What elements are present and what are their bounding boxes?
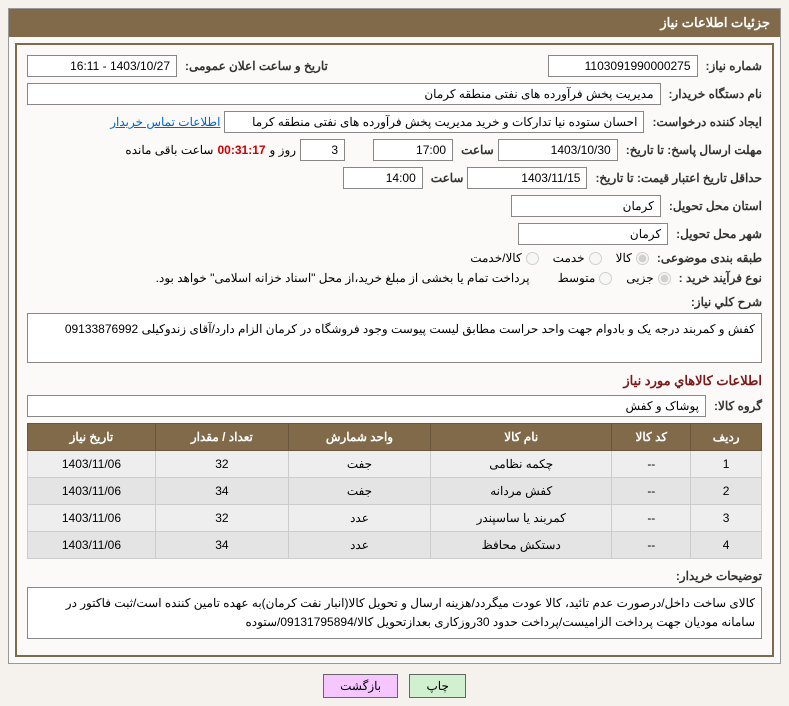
province-label: استان محل تحویل: (669, 199, 762, 213)
requester-label: ایجاد کننده درخواست: (652, 115, 762, 129)
validity-date-field: 1403/11/15 (467, 167, 587, 189)
reply-time-field: 17:00 (373, 139, 453, 161)
table-cell: چکمه نظامی (431, 451, 612, 478)
purchase-type-label: نوع فرآیند خرید : (679, 271, 762, 285)
reply-date-field: 1403/10/30 (498, 139, 618, 161)
details-panel: جزئیات اطلاعات نیاز شماره نیاز: 11030919… (8, 8, 781, 664)
need-no-field: 1103091990000275 (548, 55, 698, 77)
radio-cat-1[interactable]: خدمت (553, 251, 602, 265)
days-label: روز و (270, 143, 297, 157)
table-cell: کفش مردانه (431, 478, 612, 505)
table-row: 1--چکمه نظامیجفت321403/11/06 (28, 451, 762, 478)
city-label: شهر محل تحویل: (676, 227, 762, 241)
category-label: طبقه بندی موضوعی: (657, 251, 762, 265)
buyer-org-label: نام دستگاه خریدار: (669, 87, 763, 101)
table-header: نام کالا (431, 424, 612, 451)
desc-field: کفش و کمربند درجه یک و بادوام جهت واحد ح… (27, 313, 762, 363)
table-cell: جفت (288, 478, 430, 505)
radio-cat-2[interactable]: کالا/خدمت (470, 251, 538, 265)
table-row: 3--کمربند یا ساسپندرعدد321403/11/06 (28, 505, 762, 532)
table-row: 2--کفش مردانهجفت341403/11/06 (28, 478, 762, 505)
table-cell: 34 (155, 478, 288, 505)
table-cell: 1 (691, 451, 762, 478)
radio-pur-0[interactable]: جزیی (626, 271, 670, 285)
need-no-label: شماره نیاز: (706, 59, 762, 73)
table-cell: 1403/11/06 (28, 532, 156, 559)
announce-date-label: تاریخ و ساعت اعلان عمومی: (185, 59, 328, 73)
remain-label: ساعت باقی مانده (125, 143, 213, 157)
panel-title: جزئیات اطلاعات نیاز (9, 9, 780, 37)
city-field: کرمان (518, 223, 668, 245)
table-cell: 3 (691, 505, 762, 532)
table-cell: 4 (691, 532, 762, 559)
items-section-title: اطلاعات کالاهاي مورد نياز (27, 373, 762, 389)
category-radio-group: کالا خدمت کالا/خدمت (470, 251, 649, 265)
items-table: ردیفکد کالانام کالاواحد شمارشتعداد / مقد… (27, 423, 762, 559)
table-cell: عدد (288, 532, 430, 559)
table-cell: دستکش محافظ (431, 532, 612, 559)
contact-link[interactable]: اطلاعات تماس خریدار (110, 115, 220, 129)
back-button[interactable]: بازگشت (323, 674, 398, 698)
countdown: 00:31:17 (218, 143, 266, 157)
time-label-1: ساعت (461, 143, 494, 157)
radio-pur-1[interactable]: متوسط (558, 271, 613, 285)
requester-field: احسان ستوده نیا تدارکات و خرید مدیریت پخ… (224, 111, 644, 133)
table-cell: 1403/11/06 (28, 451, 156, 478)
table-header: کد کالا (612, 424, 691, 451)
purchase-radio-group: جزیی متوسط (558, 271, 671, 285)
table-cell: جفت (288, 451, 430, 478)
table-cell: -- (612, 532, 691, 559)
validity-time-field: 14:00 (343, 167, 423, 189)
days-field: 3 (300, 139, 345, 161)
validity-label: حداقل تاریخ اعتبار قیمت: تا تاریخ: (595, 171, 762, 185)
table-cell: -- (612, 451, 691, 478)
table-cell: 32 (155, 451, 288, 478)
table-cell: 1403/11/06 (28, 478, 156, 505)
table-header: تاریخ نیاز (28, 424, 156, 451)
table-cell: عدد (288, 505, 430, 532)
time-label-2: ساعت (431, 171, 464, 185)
buyer-notes-label: توضیحات خریدار: (676, 569, 762, 583)
table-cell: 1403/11/06 (28, 505, 156, 532)
table-header: ردیف (691, 424, 762, 451)
announce-date-field: 1403/10/27 - 16:11 (27, 55, 177, 77)
table-cell: 32 (155, 505, 288, 532)
print-button[interactable]: چاپ (409, 674, 465, 698)
table-header: واحد شمارش (288, 424, 430, 451)
reply-deadline-label: مهلت ارسال پاسخ: تا تاریخ: (626, 143, 762, 157)
province-field: کرمان (511, 195, 661, 217)
table-row: 4--دستکش محافظعدد341403/11/06 (28, 532, 762, 559)
table-cell: 2 (691, 478, 762, 505)
desc-label: شرح کلي نياز: (691, 295, 762, 309)
buyer-org-field: مدیریت پخش فرآورده های نفتی منطقه کرمان (27, 83, 661, 105)
table-cell: کمربند یا ساسپندر (431, 505, 612, 532)
table-cell: -- (612, 505, 691, 532)
table-cell: 34 (155, 532, 288, 559)
table-header: تعداد / مقدار (155, 424, 288, 451)
payment-note: پرداخت تمام یا بخشی از مبلغ خرید،از محل … (156, 271, 530, 285)
buyer-notes-field: کالای ساخت داخل/درصورت عدم تائید، کالا ع… (27, 587, 762, 639)
group-field: پوشاک و کفش (27, 395, 706, 417)
group-label: گروه کالا: (714, 399, 762, 413)
radio-cat-0[interactable]: کالا (616, 251, 649, 265)
table-cell: -- (612, 478, 691, 505)
